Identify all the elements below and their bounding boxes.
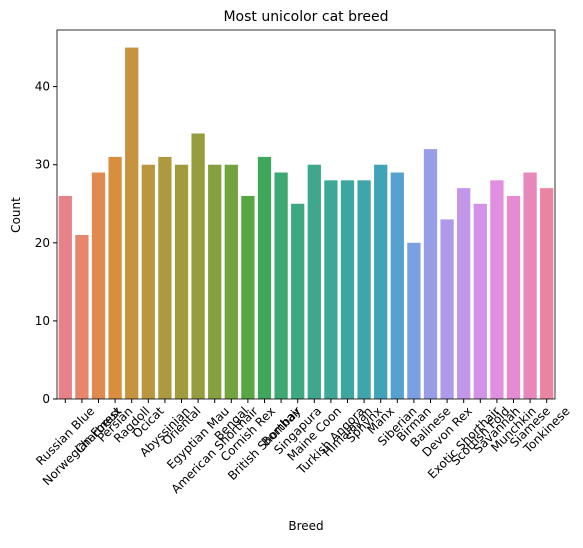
bar bbox=[357, 180, 371, 399]
bar bbox=[141, 164, 155, 399]
bar bbox=[407, 242, 421, 399]
bar bbox=[257, 156, 272, 399]
bar bbox=[291, 203, 305, 399]
bar bbox=[158, 156, 172, 399]
bar bbox=[324, 180, 338, 399]
bar bbox=[374, 164, 388, 399]
bar bbox=[457, 188, 471, 399]
bar bbox=[91, 172, 106, 399]
bar bbox=[307, 164, 321, 399]
bar bbox=[340, 180, 355, 399]
bar bbox=[523, 172, 537, 399]
bar bbox=[174, 164, 189, 399]
chart-title: Most unicolor cat breed bbox=[223, 9, 388, 25]
bar bbox=[224, 164, 238, 399]
y-tick-label: 40 bbox=[35, 80, 50, 94]
bar bbox=[440, 219, 454, 399]
bar bbox=[108, 156, 122, 399]
y-tick-label: 0 bbox=[42, 392, 50, 406]
bar bbox=[423, 149, 438, 399]
bar bbox=[506, 195, 521, 399]
y-tick-label: 30 bbox=[35, 158, 50, 172]
y-tick-label: 20 bbox=[35, 236, 50, 250]
bar bbox=[125, 47, 139, 399]
bar bbox=[540, 188, 554, 399]
bar bbox=[191, 133, 205, 399]
bar bbox=[208, 164, 222, 399]
bar bbox=[58, 195, 72, 399]
bar bbox=[241, 195, 255, 399]
bar bbox=[390, 172, 404, 399]
bar bbox=[75, 235, 89, 399]
bar bbox=[473, 203, 487, 399]
y-tick-label: 10 bbox=[35, 314, 50, 328]
x-axis-label: Breed bbox=[288, 519, 323, 533]
bar bbox=[274, 172, 288, 399]
bar bbox=[490, 180, 504, 399]
plot-frame bbox=[56, 29, 556, 400]
y-axis-label: Count bbox=[9, 197, 23, 233]
